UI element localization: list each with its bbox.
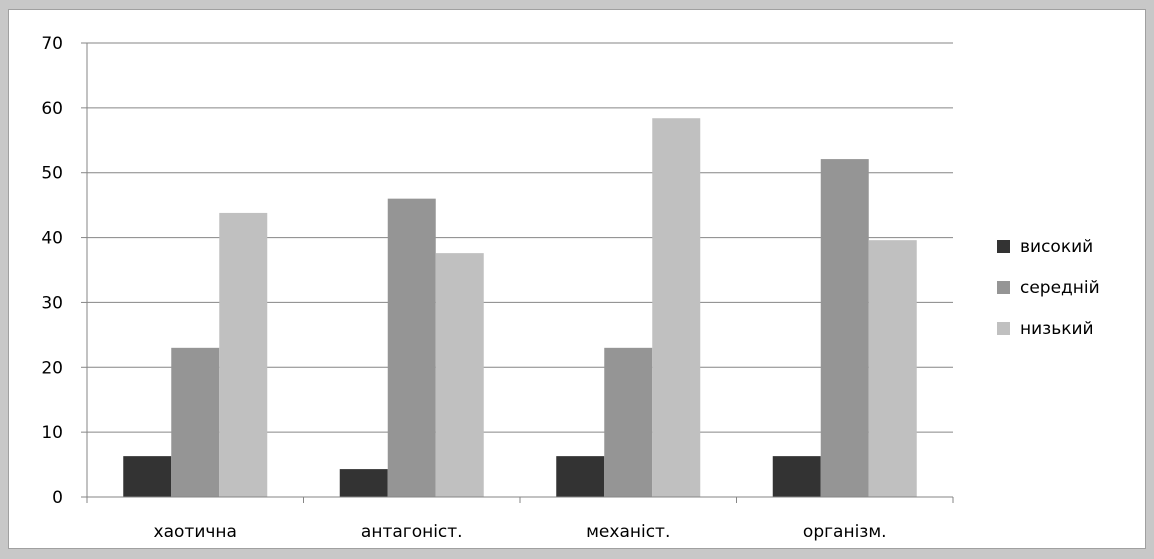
- y-tick-label: 30: [41, 293, 63, 313]
- x-axis-labels: хаотична антагоніст. механіст. організм.: [154, 522, 887, 542]
- y-tick-label: 0: [52, 488, 63, 508]
- bar-низький-механіст.: [652, 118, 701, 497]
- bar-високий-організм.: [772, 456, 821, 497]
- x-category-label: механіст.: [586, 522, 670, 542]
- y-tick-label: 50: [41, 164, 63, 184]
- legend-swatch: [997, 240, 1010, 253]
- bar-низький-антагоніст.: [435, 253, 484, 497]
- x-category-label: організм.: [803, 522, 887, 542]
- legend-swatch: [997, 281, 1010, 294]
- y-axis-ticks: 0 10 20 30 40 50 60 70: [41, 34, 87, 508]
- y-tick-label: 70: [41, 34, 63, 54]
- bar-високий-антагоніст.: [339, 469, 388, 497]
- bar-низький-хаотична: [219, 212, 268, 497]
- y-tick-label: 20: [41, 358, 63, 378]
- bar-високий-механіст.: [556, 456, 605, 497]
- bar-низький-організм.: [868, 240, 917, 497]
- legend-label: високий: [1020, 237, 1093, 257]
- legend: високий середній низький: [997, 237, 1100, 339]
- x-category-label: антагоніст.: [361, 522, 463, 542]
- bar-високий-хаотична: [123, 456, 172, 497]
- bar-середній-організм.: [820, 159, 869, 497]
- legend-label: низький: [1020, 319, 1094, 339]
- legend-label: середній: [1020, 278, 1100, 298]
- y-tick-label: 60: [41, 99, 63, 119]
- bars: [123, 118, 917, 497]
- bar-середній-антагоніст.: [387, 198, 436, 497]
- x-category-label: хаотична: [154, 522, 237, 542]
- y-tick-label: 40: [41, 229, 63, 249]
- axes: [86, 43, 954, 503]
- legend-swatch: [997, 322, 1010, 335]
- bar-середній-хаотична: [171, 347, 220, 497]
- y-tick-label: 10: [41, 423, 63, 443]
- bar-середній-механіст.: [604, 347, 653, 497]
